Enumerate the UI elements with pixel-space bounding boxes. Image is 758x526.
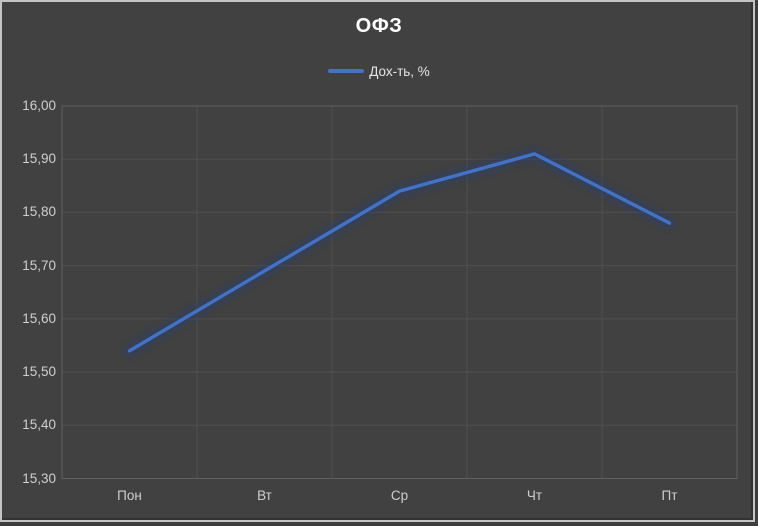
- y-axis-tick-label: 15,90: [22, 151, 56, 167]
- legend-series-label: Дох-ть, %: [369, 63, 430, 79]
- y-axis-tick-label: 15,40: [22, 417, 56, 433]
- x-axis-tick-label: Пт: [661, 488, 678, 503]
- y-axis-tick-label: 15,80: [22, 204, 56, 220]
- chart-title: ОФЗ: [355, 15, 403, 37]
- legend-line-marker: [328, 69, 365, 73]
- legend: Дох-ть, %: [0, 62, 758, 80]
- x-axis-tick-label: Вт: [257, 488, 272, 503]
- y-axis-tick-label: 15,30: [22, 470, 56, 486]
- y-axis-tick-label: 15,70: [22, 257, 56, 273]
- y-axis-tick-label: 15,60: [22, 310, 56, 326]
- x-axis-tick-label: Пон: [117, 488, 142, 503]
- y-axis-tick-label: 15,50: [22, 364, 56, 380]
- x-axis-tick-label: Ср: [390, 488, 409, 503]
- y-axis-tick-label: 16,00: [22, 98, 56, 113]
- x-axis-tick-label: Чт: [526, 488, 543, 503]
